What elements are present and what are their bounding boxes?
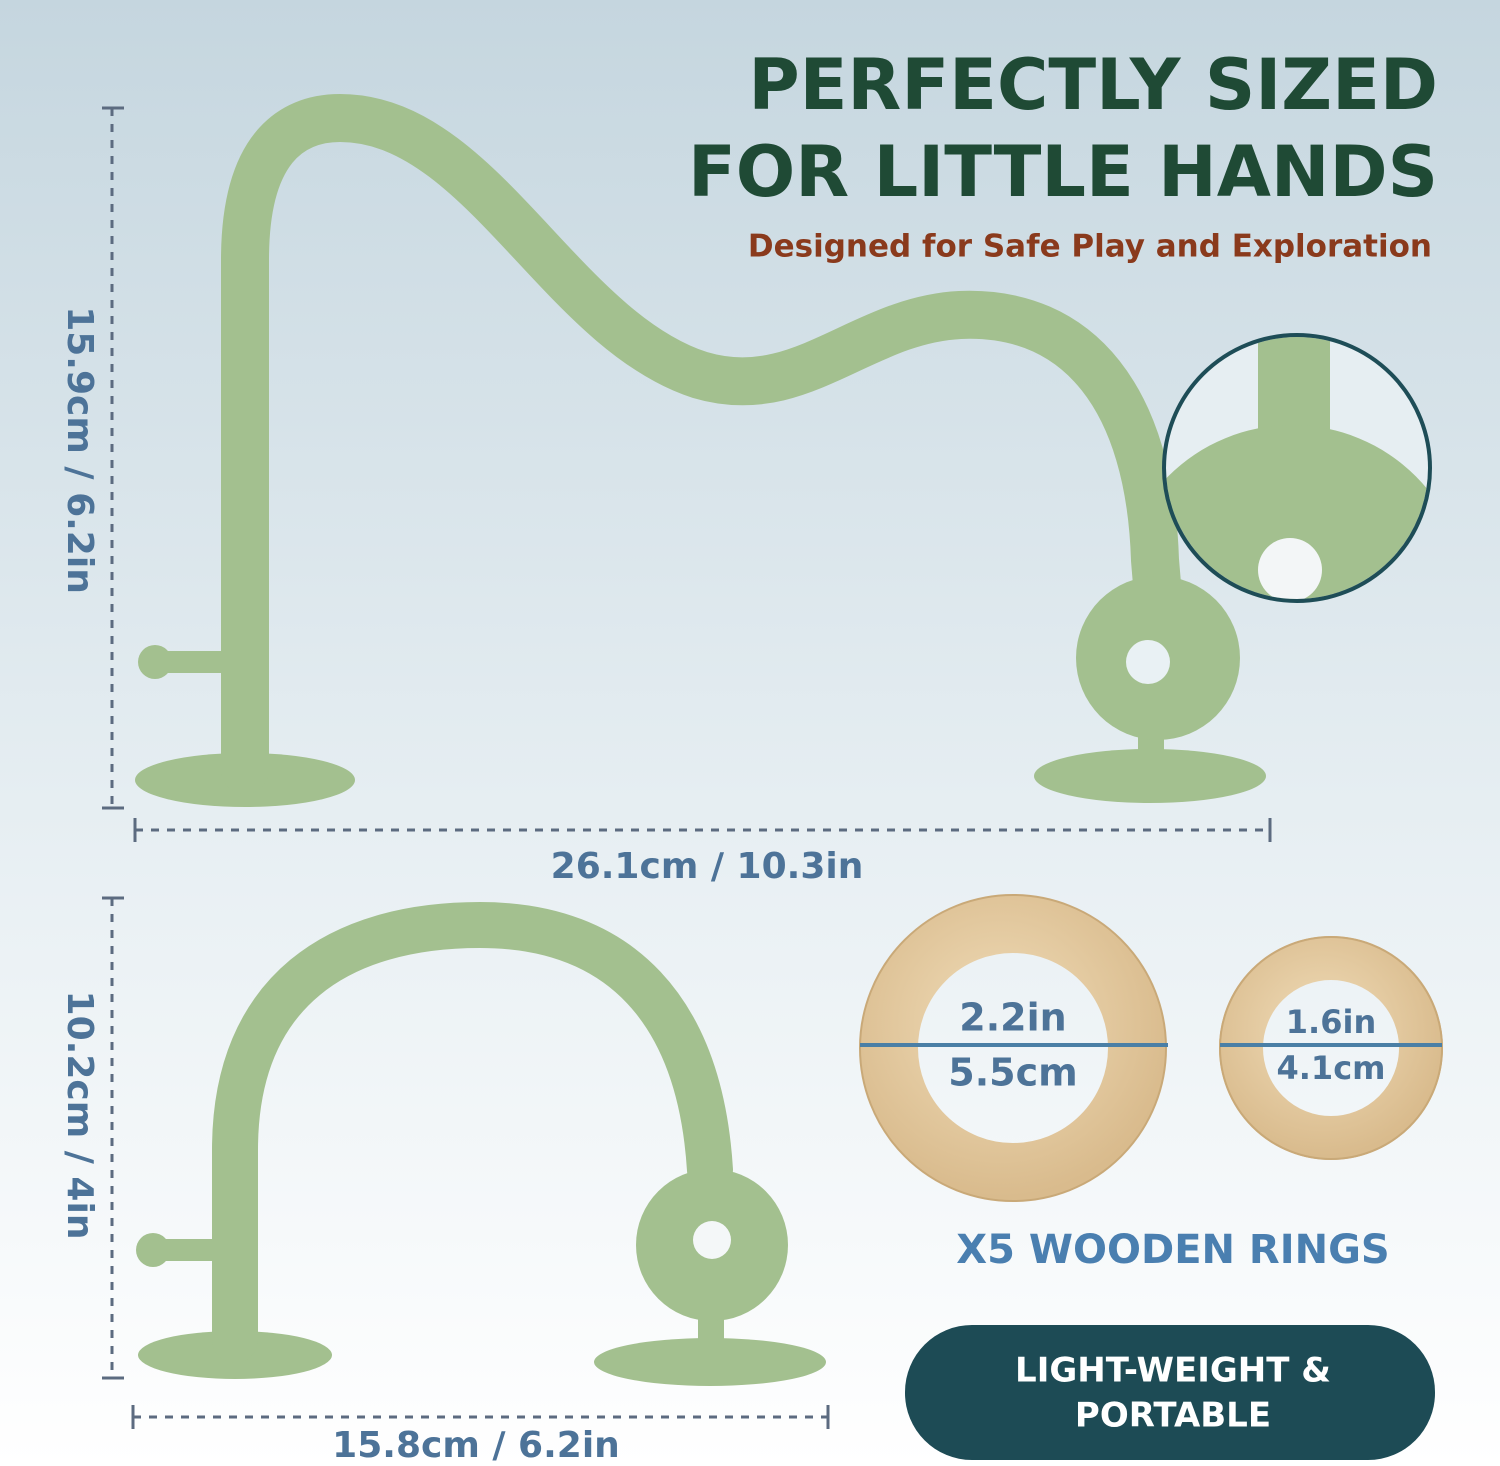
- small-dimensions: 10.2cm / 4in 15.8cm / 6.2in: [59, 896, 830, 1466]
- width-label: 26.1cm / 10.3in: [551, 846, 864, 887]
- rings-caption: X5 WOODEN RINGS: [956, 1227, 1389, 1273]
- badge: LIGHT-WEIGHT & PORTABLE: [905, 1325, 1435, 1460]
- subtitle: Designed for Safe Play and Exploration: [748, 229, 1432, 265]
- ring-inch-label: 1.6in: [1286, 1003, 1376, 1041]
- badge-line: PORTABLE: [1075, 1396, 1271, 1436]
- height-label: 10.2cm / 4in: [59, 991, 100, 1240]
- ring-cm-label: 5.5cm: [948, 1051, 1077, 1095]
- title-line: PERFECTLY SIZED: [748, 44, 1438, 126]
- small-toy: [136, 901, 826, 1386]
- badge-line: LIGHT-WEIGHT &: [1015, 1351, 1331, 1391]
- wooden-ring-large: 2.2in 5.5cm: [859, 894, 1168, 1202]
- ring-cm-label: 4.1cm: [1277, 1049, 1386, 1087]
- large-dimensions: 15.9cm / 6.2in 26.1cm / 10.3in: [59, 106, 1272, 887]
- wooden-ring-small: 1.6in 4.1cm: [1219, 936, 1443, 1160]
- ring-inch-label: 2.2in: [959, 996, 1066, 1040]
- title-line: FOR LITTLE HANDS: [688, 131, 1438, 213]
- height-label: 15.9cm / 6.2in: [59, 306, 100, 594]
- zoom-detail: [1162, 333, 1432, 603]
- large-toy: [135, 93, 1266, 807]
- width-label: 15.8cm / 6.2in: [332, 1425, 620, 1466]
